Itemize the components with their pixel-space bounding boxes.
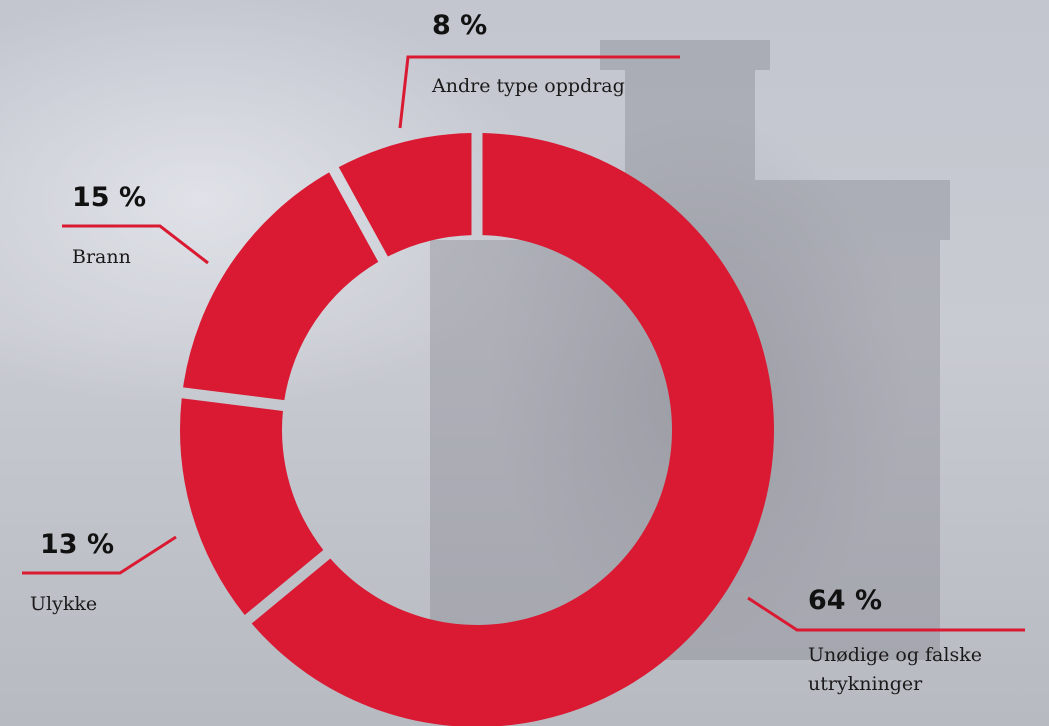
category-label: Ulykke [30,590,230,619]
category-label: Unødige og falske utrykninger [808,641,1038,699]
donut-segment [183,172,378,400]
value-label: 64 % [808,585,882,616]
value-label: 15 % [72,182,146,213]
value-label: 13 % [40,529,114,560]
chart: 64 % Unødige og falske utrykninger 13 % Uly… [0,0,1049,726]
value-label: 8 % [432,10,487,41]
category-label: Brann [72,243,272,272]
category-label: Andre type oppdrag [432,72,732,101]
